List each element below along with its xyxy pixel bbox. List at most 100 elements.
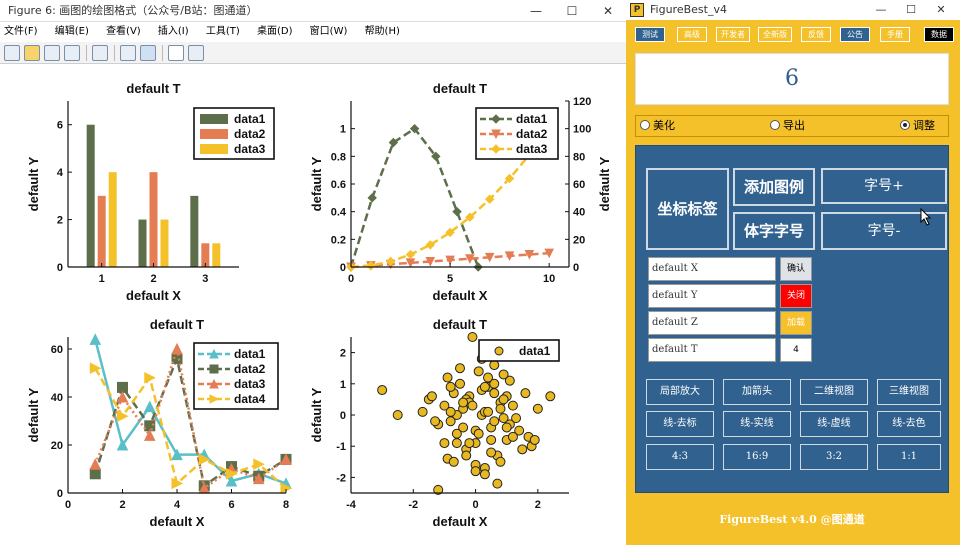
menu-insert[interactable]: 插入(I) [157, 26, 189, 37]
legend-marker [491, 129, 501, 140]
test-button[interactable]: 测试 [635, 27, 665, 42]
add-legend-button[interactable]: 添加图例 [733, 168, 815, 206]
line-solid-button[interactable]: 线-实线 [723, 411, 791, 437]
radio-adjust[interactable]: 调整 [900, 116, 935, 136]
menu-desktop[interactable]: 桌面(D) [256, 26, 293, 37]
open-file-icon[interactable] [24, 45, 40, 61]
bar [212, 243, 221, 267]
axis-labels-button[interactable]: 坐标标签 [646, 168, 729, 250]
chart-title: default T [433, 81, 487, 96]
font-and-size-button[interactable]: 体字字号 [733, 212, 815, 250]
fb-minimize-button[interactable]: — [875, 3, 887, 16]
print-icon[interactable] [64, 45, 80, 61]
data-point [89, 362, 102, 375]
view-2d-button[interactable]: 二维视图 [800, 379, 868, 405]
view-3d-button[interactable]: 三维视图 [877, 379, 941, 405]
y-axis-label: default Y [309, 387, 324, 442]
data-point [507, 400, 518, 411]
zlabel-field[interactable]: default Z [648, 311, 776, 335]
ratio-4-3-button[interactable]: 4:3 [646, 444, 714, 470]
fb-close-button[interactable]: ✕ [936, 3, 946, 16]
new-figure-icon[interactable] [4, 45, 20, 61]
y-tick-label: 0 [57, 262, 63, 274]
bar [97, 195, 106, 267]
chart-title: default T [433, 317, 487, 332]
data-point [458, 422, 469, 433]
data-point [520, 388, 531, 399]
font-size-up-button[interactable]: 字号+ [821, 168, 947, 204]
close-button[interactable]: ✕ [602, 4, 614, 18]
menu-file[interactable]: 文件(F) [4, 26, 38, 37]
toolbar-separator [114, 45, 115, 61]
data-point [507, 431, 518, 442]
ratio-16-9-button[interactable]: 16:9 [723, 444, 791, 470]
ylabel-field[interactable]: default Y [648, 284, 776, 308]
confirm-button[interactable]: 确认 [780, 257, 812, 281]
legend-icon[interactable] [140, 45, 156, 61]
pointer-icon[interactable] [168, 45, 184, 61]
y-tick-label: 6 [57, 120, 63, 132]
data-button[interactable]: 数据 [924, 27, 954, 42]
x-tick-label: 10 [543, 273, 555, 285]
subplot-index-field[interactable]: 4 [780, 338, 812, 362]
data-point [514, 425, 525, 436]
data-point [431, 151, 441, 162]
legend-swatch [200, 114, 228, 124]
ratio-3-2-button[interactable]: 3:2 [800, 444, 868, 470]
line-remove-color-button[interactable]: 线-去色 [877, 411, 941, 437]
add-arrow-button[interactable]: 加箭头 [723, 379, 791, 405]
bar [149, 172, 158, 267]
zoom-local-button[interactable]: 局部放大 [646, 379, 714, 405]
right-y-tick-label: 120 [573, 96, 591, 108]
menu-view[interactable]: 查看(V) [106, 26, 141, 37]
colorbar-icon[interactable] [120, 45, 136, 61]
fb-maximize-button[interactable]: ☐ [906, 3, 916, 16]
data-point [517, 444, 528, 455]
load-button[interactable]: 加载 [780, 311, 812, 335]
x-tick-label: 3 [202, 273, 208, 285]
menu-tools[interactable]: 工具(T) [205, 26, 240, 37]
data-point [171, 342, 183, 355]
manual-button[interactable]: 手册 [880, 27, 910, 42]
data-point [489, 388, 500, 399]
data-point [445, 381, 456, 392]
radio-dot [640, 120, 650, 130]
y-tick-label: 2 [57, 215, 63, 227]
xlabel-field[interactable]: default X [648, 257, 776, 281]
ratio-1-1-button[interactable]: 1:1 [877, 444, 941, 470]
property-editor-icon[interactable] [188, 45, 204, 61]
data-point [409, 123, 420, 134]
data-point [486, 447, 497, 458]
y-tick-label: 0 [340, 262, 346, 274]
minimize-button[interactable]: — [530, 4, 542, 18]
data-point [445, 406, 456, 417]
figure-title-bar: Figure 6: 画图的绘图格式（公众号/B站：图通道） — ☐ ✕ [0, 0, 626, 22]
feedback-button[interactable]: 反馈 [801, 27, 831, 42]
legend-marker [491, 114, 501, 124]
maximize-button[interactable]: ☐ [566, 4, 578, 18]
data-point [529, 434, 540, 445]
right-y-tick-label: 40 [573, 207, 585, 219]
close-label-button[interactable]: 关闭 [780, 284, 812, 308]
new-version-button[interactable]: 全新版 [758, 27, 792, 42]
data-point [171, 448, 183, 461]
x-tick-label: 4 [174, 499, 181, 511]
menu-window[interactable]: 窗口(W) [309, 26, 348, 37]
menu-help[interactable]: 帮助(H) [364, 26, 400, 37]
notice-button[interactable]: 公告 [840, 27, 870, 42]
line-remove-marker-button[interactable]: 线-去标 [646, 411, 714, 437]
radio-beautify[interactable]: 美化 [640, 116, 675, 136]
save-icon[interactable] [44, 45, 60, 61]
radio-export[interactable]: 导出 [770, 116, 805, 136]
menu-edit[interactable]: 编辑(E) [54, 26, 89, 37]
title-field[interactable]: default T [648, 338, 776, 362]
data-point [445, 255, 455, 266]
link-plot-icon[interactable] [92, 45, 108, 61]
advanced-button[interactable]: 高级 [677, 27, 707, 42]
developer-button[interactable]: 开发者 [716, 27, 750, 42]
data-point [504, 251, 515, 262]
font-size-down-button[interactable]: 字号- [821, 212, 947, 250]
figurebest-window: P FigureBest_v4 — ☐ ✕ 测试 高级 开发者 全新版 反馈 公… [626, 0, 960, 545]
data-point [426, 391, 437, 402]
line-dashed-button[interactable]: 线-虚线 [800, 411, 868, 437]
